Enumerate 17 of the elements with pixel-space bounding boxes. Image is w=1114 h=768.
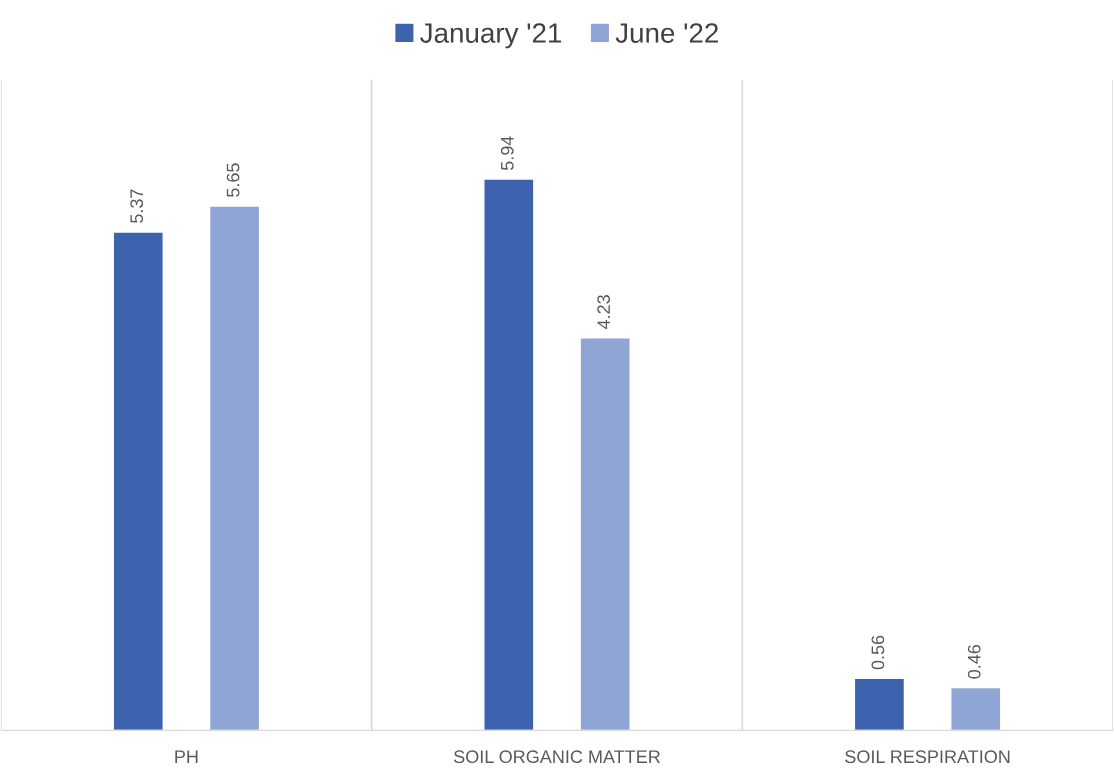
data-label: 4.23	[597, 295, 611, 330]
x-tick-label: SOIL RESPIRATION	[845, 750, 1010, 764]
x-tick-label: SOIL ORGANIC MATTER	[453, 750, 660, 764]
legend-label: June '22	[615, 23, 718, 43]
data-label: 5.65	[226, 163, 240, 197]
data-label: 5.37	[130, 189, 144, 223]
data-label: 0.56	[871, 635, 885, 670]
x-tick-label: PH	[175, 750, 198, 763]
data-label: 5.94	[500, 136, 514, 171]
bar	[579, 337, 631, 731]
data-label: 0.46	[967, 645, 981, 679]
bar	[112, 231, 164, 731]
bar	[950, 686, 1002, 731]
bar	[208, 205, 261, 731]
bar	[853, 677, 906, 731]
bar	[483, 178, 535, 731]
legend-label: January '21	[420, 23, 562, 49]
